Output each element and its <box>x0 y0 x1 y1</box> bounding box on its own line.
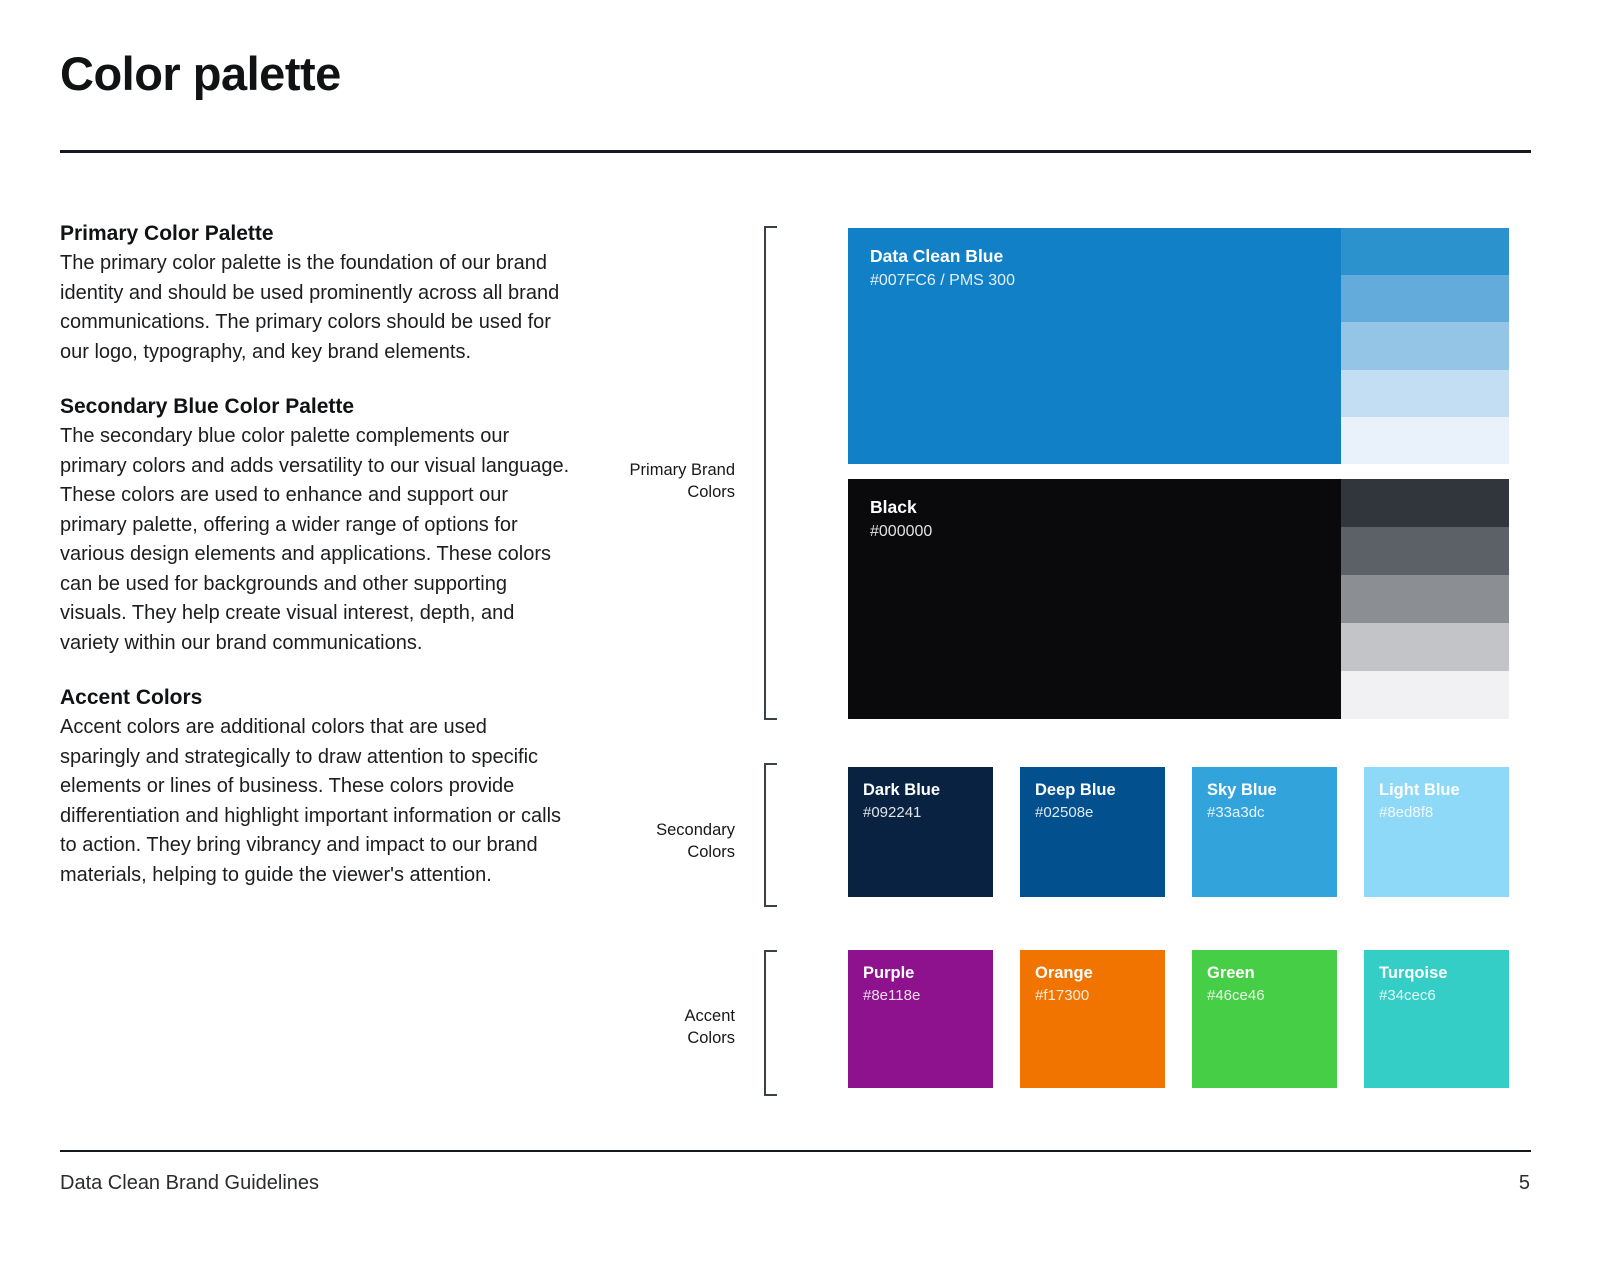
swatch-sky-blue: Sky Blue #33a3dc <box>1192 767 1337 897</box>
text-column: Primary Color Palette The primary color … <box>60 222 570 918</box>
section-heading: Secondary Blue Color Palette <box>60 395 355 418</box>
section-body: The primary color palette is the foundat… <box>60 252 560 363</box>
swatch-hex: #092241 <box>863 804 922 821</box>
swatch-tint-strip <box>1341 228 1509 465</box>
group-label-secondary-colors: Secondary Colors <box>656 821 735 861</box>
tint-2 <box>1341 527 1509 575</box>
tint-1 <box>1341 479 1509 527</box>
group-label-primary-brand-colors: Primary Brand Colors <box>629 461 735 501</box>
swatch-hex: #33a3dc <box>1207 804 1265 821</box>
title-divider <box>60 150 1531 153</box>
swatch-name: Green <box>1207 964 1255 982</box>
swatch-hex: #8e118e <box>863 987 921 1004</box>
section-accent-colors: Accent Colors Accent colors are addition… <box>60 686 570 890</box>
swatch-dark-blue: Dark Blue #092241 <box>848 767 993 897</box>
bracket-accent <box>764 950 777 1096</box>
tint-4 <box>1341 369 1509 417</box>
swatch-light-blue: Light Blue #8ed8f8 <box>1364 767 1509 897</box>
swatch-name: Purple <box>863 964 915 982</box>
tint-3 <box>1341 322 1509 370</box>
tint-1 <box>1341 228 1509 276</box>
swatch-name: Orange <box>1035 964 1093 982</box>
swatch-hex: #46ce46 <box>1207 987 1265 1004</box>
tint-5 <box>1341 416 1509 465</box>
page-title: Color palette <box>60 47 341 100</box>
section-body: The secondary blue color palette complem… <box>60 425 570 654</box>
tint-2 <box>1341 275 1509 323</box>
footer-divider <box>60 1150 1531 1152</box>
swatch-turqoise: Turqoise #34cec6 <box>1364 950 1509 1088</box>
accent-colors-row: Purple #8e118e Orange #f17300 Green #46c… <box>848 950 1509 1088</box>
swatch-name: Turqoise <box>1379 964 1448 982</box>
swatch-hex: #f17300 <box>1035 987 1090 1004</box>
section-heading: Primary Color Palette <box>60 222 274 245</box>
group-label-accent-colors: Accent Colors <box>684 1007 735 1047</box>
swatch-name: Sky Blue <box>1207 781 1277 799</box>
tint-5 <box>1341 671 1509 719</box>
bracket-primary <box>764 226 777 720</box>
swatch-name: Black <box>870 497 917 517</box>
swatch-hex: #8ed8f8 <box>1379 804 1434 821</box>
tint-3 <box>1341 575 1509 623</box>
swatch-purple: Purple #8e118e <box>848 950 993 1088</box>
swatch-orange: Orange #f17300 <box>1020 950 1165 1088</box>
footer-page-number: 5 <box>1518 1172 1530 1194</box>
swatch-hex: #007FC6 / PMS 300 <box>870 272 1015 289</box>
swatch-color-block: Black #000000 <box>848 479 1341 719</box>
secondary-colors-row: Dark Blue #092241 Deep Blue #02508e Sky … <box>848 767 1509 897</box>
swatch-hex: #34cec6 <box>1379 987 1436 1004</box>
bracket-secondary <box>764 763 777 907</box>
swatch-name: Data Clean Blue <box>870 246 1004 266</box>
swatch-color-block: Data Clean Blue #007FC6 / PMS 300 <box>848 228 1341 464</box>
swatch-name: Dark Blue <box>863 781 941 799</box>
swatch-hex: #02508e <box>1035 804 1094 821</box>
swatch-green: Green #46ce46 <box>1192 950 1337 1088</box>
section-primary-color-palette: Primary Color Palette The primary color … <box>60 222 570 367</box>
section-secondary-blue-color-palette: Secondary Blue Color Palette The seconda… <box>60 395 570 658</box>
footer-document-title: Data Clean Brand Guidelines <box>60 1172 320 1194</box>
section-body: Accent colors are additional colors that… <box>60 716 562 886</box>
swatch-tint-strip <box>1341 479 1509 719</box>
swatch-hex: #000000 <box>870 523 933 540</box>
swatch-name: Light Blue <box>1379 781 1460 799</box>
swatch-name: Deep Blue <box>1035 781 1116 799</box>
tint-4 <box>1341 623 1509 671</box>
swatch-deep-blue: Deep Blue #02508e <box>1020 767 1165 897</box>
swatch-black: Black #000000 <box>848 479 1509 719</box>
swatch-data-clean-blue: Data Clean Blue #007FC6 / PMS 300 <box>848 228 1509 465</box>
section-heading: Accent Colors <box>60 686 203 709</box>
